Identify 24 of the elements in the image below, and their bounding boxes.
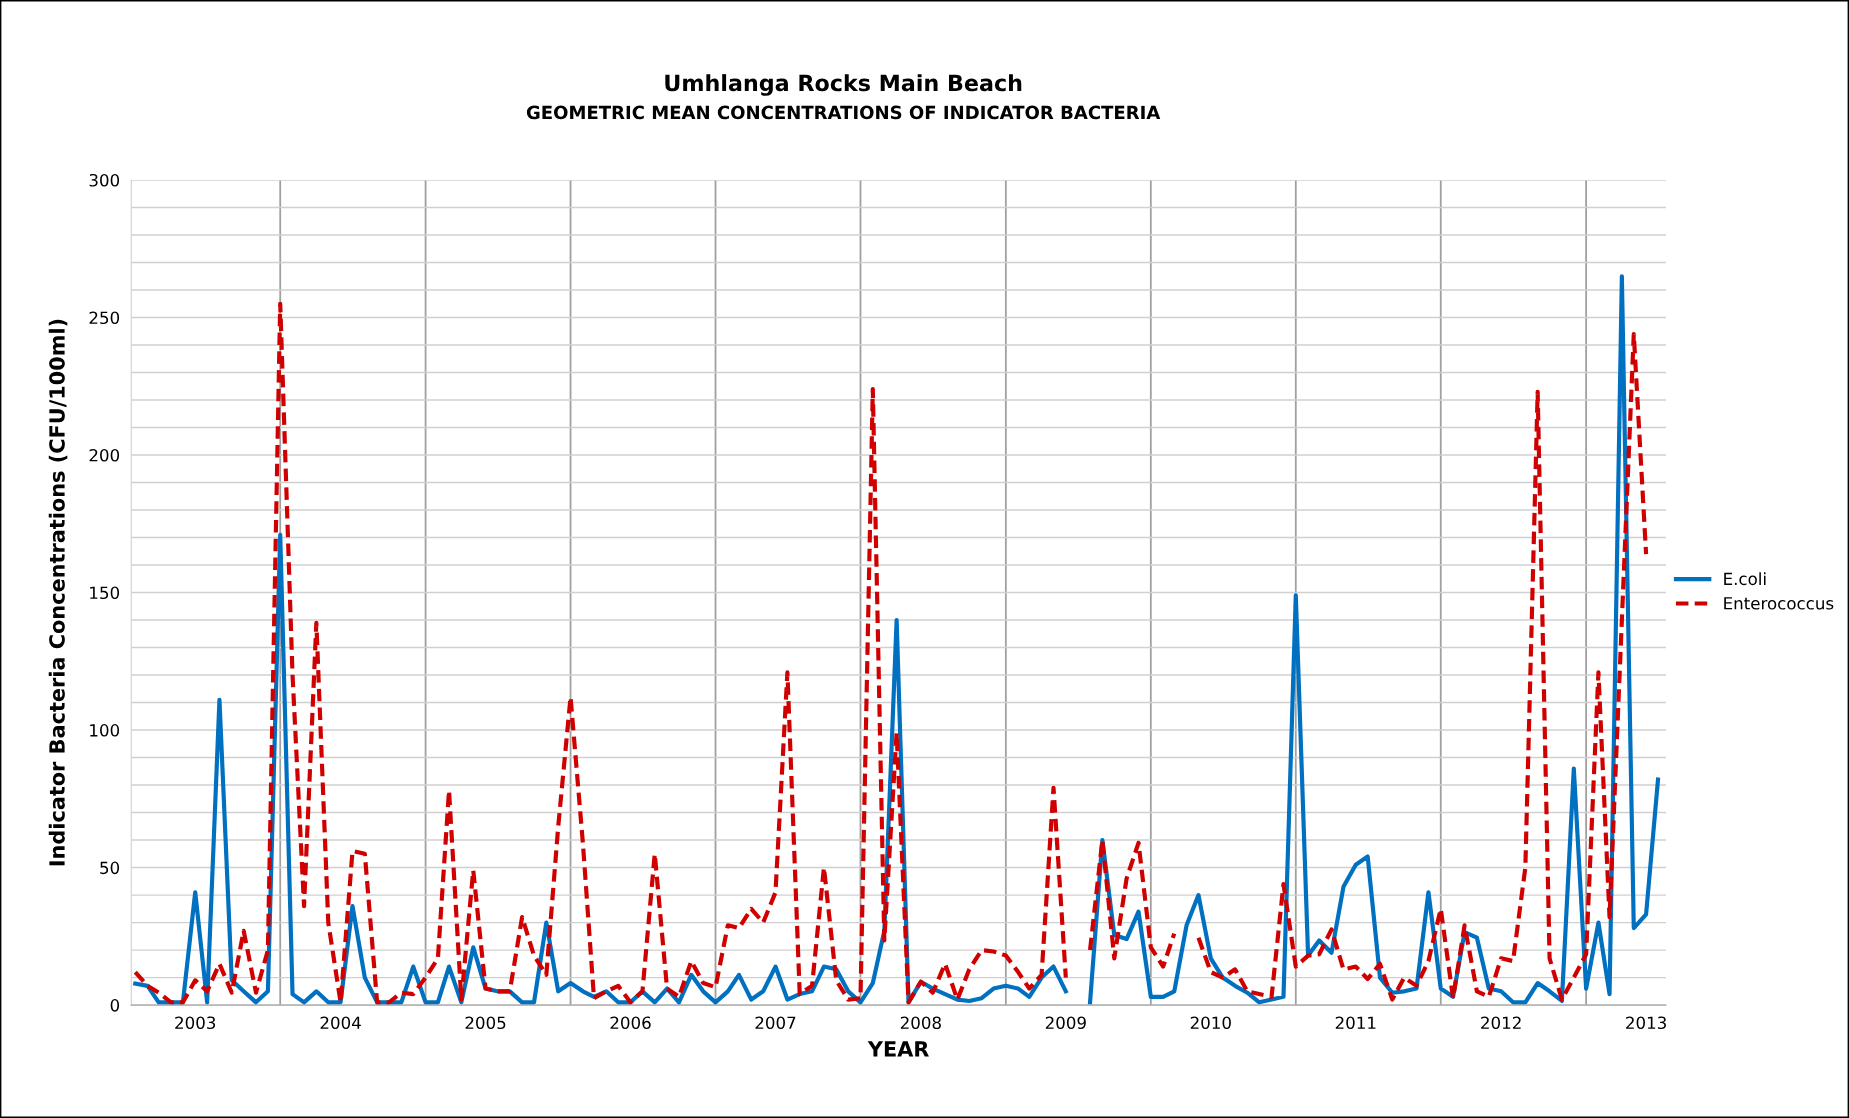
y-axis-title: Indicator Bacteria Concentrations (CFU/100ml) <box>48 319 68 866</box>
y-tick-label: 50 <box>100 861 120 875</box>
x-tick-label: 2008 <box>900 1016 941 1030</box>
y-tick-label: 100 <box>90 724 120 737</box>
x-tick-label: 2007 <box>755 1016 796 1030</box>
x-axis-title: YEAR <box>867 1041 929 1057</box>
x-tick-label: 2011 <box>1335 1016 1376 1030</box>
x-tick-label: 2006 <box>610 1016 651 1030</box>
x-tick-label: 2013 <box>1626 1016 1666 1030</box>
x-tick-label: 2012 <box>1481 1016 1521 1030</box>
y-tick-label: 150 <box>90 586 120 600</box>
y-tick-label: 250 <box>89 311 120 325</box>
x-tick-label: 2005 <box>465 1016 506 1030</box>
x-tick-label: 2003 <box>175 1016 216 1030</box>
chart-title: Umhlanga Rocks Main Beach <box>665 74 1022 96</box>
x-tick-label: 2004 <box>320 1016 361 1030</box>
x-tick-label: 2009 <box>1045 1016 1086 1030</box>
legend-label: E.coli <box>1724 572 1766 586</box>
y-tick-label: 300 <box>89 173 120 187</box>
y-tick-label: 0 <box>110 999 120 1012</box>
y-tick-label: 200 <box>89 448 120 462</box>
chart-subtitle: GEOMETRIC MEAN CONCENTRATIONS OF INDICATOR BACTERIA <box>526 105 1161 120</box>
x-tick-label: 2010 <box>1190 1016 1231 1030</box>
legend-label: Enterococcus <box>1724 597 1834 610</box>
